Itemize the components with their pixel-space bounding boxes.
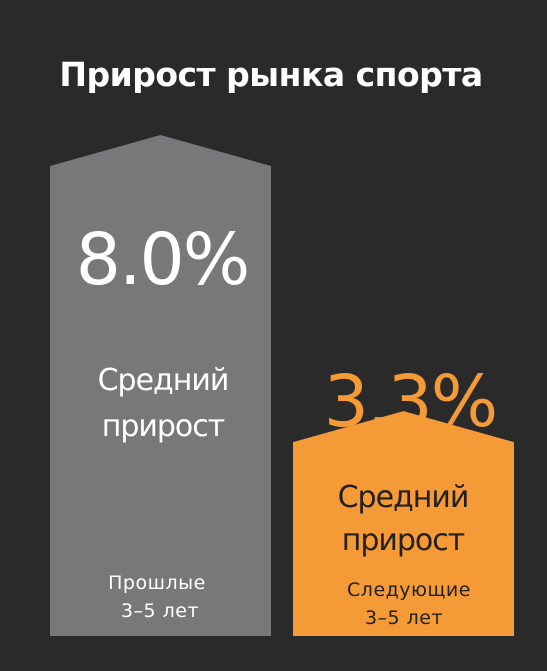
period-label-past-line1: Прошлые [108,572,206,594]
period-label-past-line2: 3–5 лет [121,600,199,622]
period-label-future-line2: 3–5 лет [365,607,443,629]
value-label-past: 8.0% [76,218,248,301]
chart-title: Прирост рынка спорта [59,55,482,94]
bar-past-growth [50,135,271,636]
value-label-future: 3.3% [324,360,496,443]
bar-label-past-line1: Средний [98,363,229,398]
bar-label-future-line1: Средний [338,480,469,515]
bar-future-growth [293,411,514,636]
bar-label-future-line2: прирост [342,523,465,558]
bar-label-past-line2: прирост [102,409,225,444]
period-label-future-line1: Следующие [347,579,471,601]
